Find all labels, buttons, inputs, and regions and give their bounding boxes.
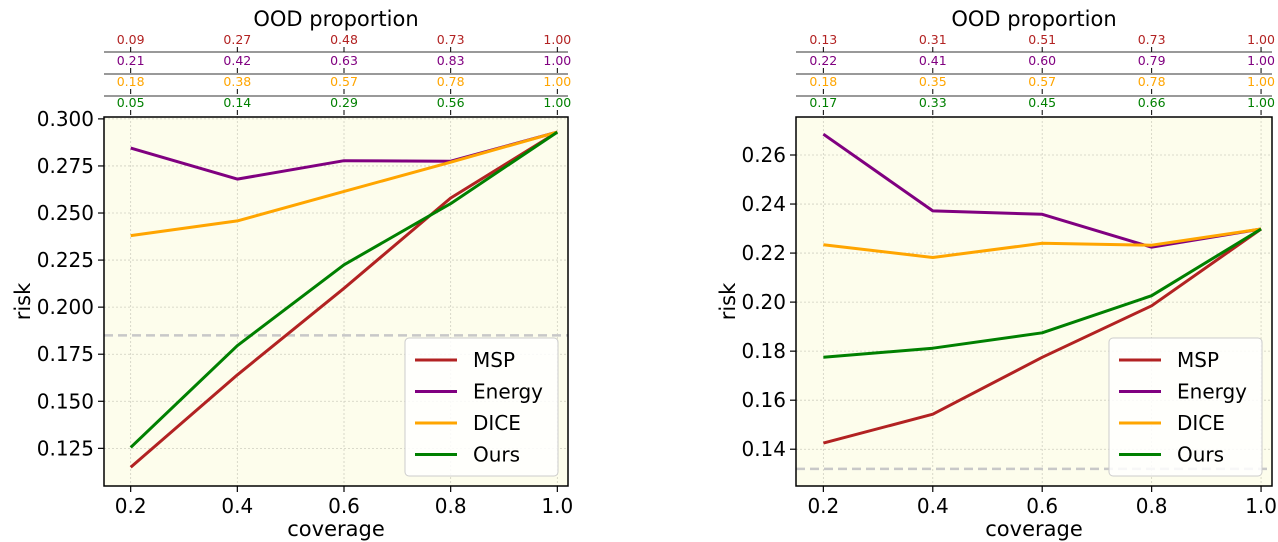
y-tick-label: 0.125 [37, 436, 94, 460]
y-tick-label: 0.14 [741, 437, 786, 461]
y-tick-label: 0.200 [37, 295, 94, 319]
ood-proportion-label: 0.09 [117, 32, 145, 47]
ood-proportion-label: 0.38 [223, 74, 251, 89]
chart-panel-1: 0.2 0.4 0.6 0.8 1.0 0.125 0.150 0.175 0.200 0.225… [11, 7, 573, 541]
legend: MSP Energy DICE Ours [1108, 337, 1263, 477]
legend-label: MSP [473, 348, 515, 372]
ood-proportion-label: 0.14 [223, 95, 251, 110]
x-tick-label: 0.4 [917, 494, 949, 518]
y-tick-label: 0.300 [37, 107, 94, 131]
ood-proportion-label: 0.13 [809, 32, 837, 47]
y-tick-label: 0.26 [741, 143, 786, 167]
ood-proportion-label: 0.48 [330, 32, 358, 47]
y-tick-label: 0.250 [37, 201, 94, 225]
ood-proportion-label: 0.42 [223, 53, 251, 68]
y-tick-label: 0.175 [37, 342, 94, 366]
legend-label: Energy [473, 380, 543, 404]
legend-label: Ours [1177, 443, 1224, 467]
chart-panel-2: 0.2 0.4 0.6 0.8 1.0 0.14 0.16 0.18 0.20 0.22 0.24 0… [716, 7, 1277, 541]
ood-proportion-label: 0.05 [117, 95, 145, 110]
y-tick-label: 0.225 [37, 248, 94, 272]
legend-label: DICE [1177, 411, 1225, 435]
y-tick-label: 0.18 [741, 339, 786, 363]
series-line-dice [823, 227, 1262, 259]
ood-proportion-label: 1.00 [543, 74, 571, 89]
y-tick-label: 0.150 [37, 389, 94, 413]
ood-proportion-label: 0.73 [437, 32, 465, 47]
x-tick-label: 0.6 [1026, 494, 1058, 518]
ood-proportion-label: 0.41 [919, 53, 947, 68]
series-line-ours [129, 130, 559, 449]
ood-proportion-label: 0.57 [1028, 74, 1056, 89]
y-axis-title: risk [716, 282, 740, 320]
ood-proportion-label: 0.18 [117, 74, 145, 89]
y-tick-label: 0.22 [741, 241, 786, 265]
top-axis-title: OOD proportion [951, 7, 1116, 31]
plot-frame [795, 116, 1273, 487]
ood-proportion-label: 0.51 [1028, 32, 1056, 47]
ood-proportion-label: 0.22 [809, 53, 837, 68]
y-tick-label: 0.275 [37, 154, 94, 178]
ood-proportion-label: 1.00 [1247, 32, 1275, 47]
ood-proportion-label: 0.45 [1028, 95, 1056, 110]
x-axis-title: coverage [985, 517, 1083, 541]
legend-label: Ours [473, 443, 520, 467]
legend-label: Energy [1177, 380, 1247, 404]
ood-proportion-label: 1.00 [543, 53, 571, 68]
ood-proportion-label: 1.00 [1247, 74, 1275, 89]
series-line-dice [130, 130, 558, 238]
x-tick-label: 0.8 [435, 494, 467, 518]
y-tick-label: 0.24 [741, 192, 786, 216]
ood-proportion-label: 0.78 [1138, 74, 1166, 89]
ood-proportion-label: 0.73 [1138, 32, 1166, 47]
x-axis-title: coverage [287, 517, 385, 541]
ood-proportion-label: 0.83 [437, 53, 465, 68]
x-tick-label: 0.2 [807, 494, 839, 518]
y-tick-label: 0.16 [741, 388, 786, 412]
ood-proportion-label: 0.63 [330, 53, 358, 68]
legend-box [404, 337, 559, 477]
ood-proportion-label: 0.29 [330, 95, 358, 110]
legend-box [1108, 337, 1263, 477]
ood-proportion-label: 0.56 [437, 95, 465, 110]
ood-proportion-label: 0.78 [437, 74, 465, 89]
plot-frame [103, 116, 569, 487]
ood-proportion-label: 0.79 [1138, 53, 1166, 68]
ood-proportion-label: 0.17 [809, 95, 837, 110]
top-axis-title: OOD proportion [253, 7, 418, 31]
series-line-msp [129, 130, 559, 469]
ood-proportion-label: 0.35 [919, 74, 947, 89]
x-tick-label: 1.0 [541, 494, 573, 518]
ood-proportion-label: 1.00 [1247, 53, 1275, 68]
ood-proportion-label: 1.00 [543, 32, 571, 47]
ood-proportion-label: 0.66 [1138, 95, 1166, 110]
y-axis-title: risk [11, 282, 35, 320]
legend-label: MSP [1177, 348, 1219, 372]
ood-proportion-label: 0.33 [919, 95, 947, 110]
x-tick-label: 0.4 [221, 494, 253, 518]
ood-proportion-label: 0.18 [809, 74, 837, 89]
ood-proportion-label: 0.21 [117, 53, 145, 68]
legend: MSP Energy DICE Ours [404, 337, 559, 477]
x-tick-label: 0.8 [1136, 494, 1168, 518]
x-tick-label: 0.6 [328, 494, 360, 518]
ood-proportion-label: 1.00 [1247, 95, 1275, 110]
ood-proportion-label: 0.27 [223, 32, 251, 47]
ood-proportion-label: 0.60 [1028, 53, 1056, 68]
x-tick-label: 1.0 [1245, 494, 1277, 518]
ood-proportion-label: 0.57 [330, 74, 358, 89]
x-tick-label: 0.2 [115, 494, 147, 518]
y-tick-label: 0.20 [741, 290, 786, 314]
legend-label: DICE [473, 411, 521, 435]
ood-proportion-label: 0.31 [919, 32, 947, 47]
series-line-ours [823, 227, 1262, 359]
ood-proportion-label: 1.00 [543, 95, 571, 110]
series-line-msp [823, 227, 1262, 445]
